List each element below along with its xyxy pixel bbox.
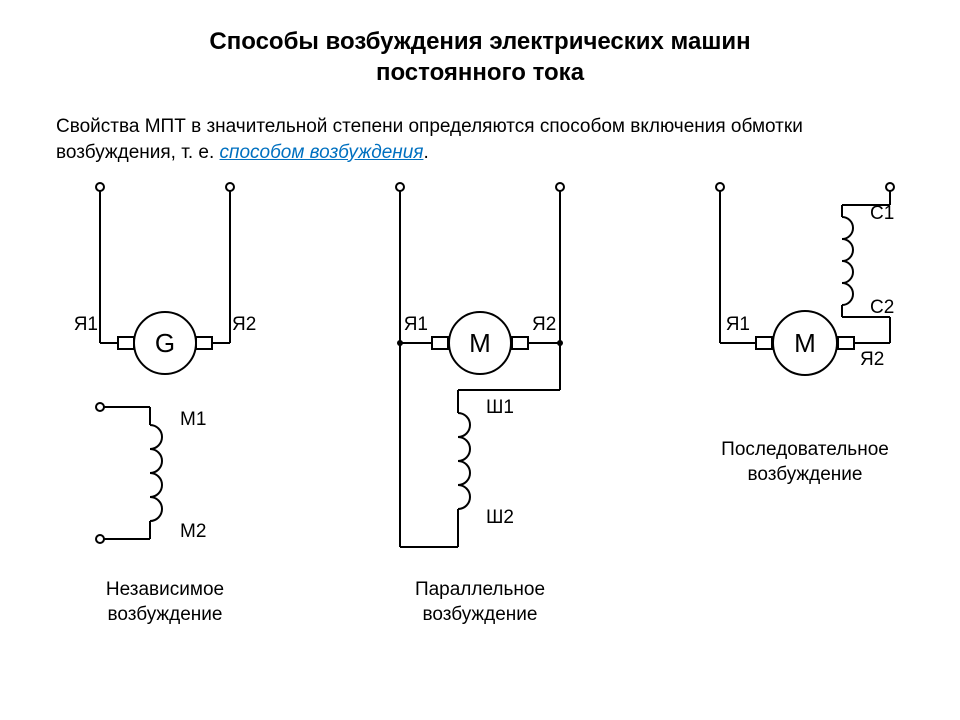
caption-line-2: возбуждение — [423, 604, 538, 625]
caption-line-2: возбуждение — [108, 604, 223, 625]
brush-icon — [196, 337, 212, 349]
description-pre: Свойства МПТ в значительной степени опре… — [56, 116, 803, 163]
page-title: Способы возбуждения электрических машин … — [0, 26, 960, 88]
winding-bottom-label: С2 — [870, 297, 894, 318]
brush-icon — [432, 337, 448, 349]
description-post: . — [423, 142, 428, 163]
armature-right-label: Я2 — [860, 349, 884, 370]
caption-line-1: Независимое — [106, 579, 224, 600]
winding-top-label: С1 — [870, 203, 894, 224]
title-line-2: постоянного тока — [376, 59, 584, 86]
coil-icon — [458, 413, 470, 509]
caption-line-1: Последовательное — [721, 439, 889, 460]
diagram-independent: G Я1 Я2 М1 М2 Независимое возбуждение — [74, 183, 257, 625]
brush-icon — [838, 337, 854, 349]
diagram-parallel: M Я1 Я2 Ш1 Ш2 Параллельное возбуждение — [396, 183, 564, 625]
armature-right-label: Я2 — [532, 314, 556, 335]
caption-line-1: Параллельное — [415, 579, 545, 600]
description-text: Свойства МПТ в значительной степени опре… — [56, 114, 906, 165]
machine-letter: M — [469, 328, 491, 358]
terminal-icon — [556, 183, 564, 191]
terminal-icon — [886, 183, 894, 191]
circuit-diagrams: G Я1 Я2 М1 М2 Независимое возбуждение — [0, 175, 960, 695]
terminal-icon — [96, 403, 104, 411]
armature-left-label: Я1 — [74, 314, 98, 335]
brush-icon — [756, 337, 772, 349]
description-link[interactable]: способом возбуждения — [220, 142, 424, 163]
diagram-series: С1 С2 M Я1 Я2 Последовательное возбужден… — [716, 183, 894, 485]
armature-left-label: Я1 — [404, 314, 428, 335]
machine-letter: G — [155, 328, 175, 358]
winding-top-label: М1 — [180, 409, 206, 430]
terminal-icon — [96, 183, 104, 191]
winding-top-label: Ш1 — [486, 397, 514, 418]
title-line-1: Способы возбуждения электрических машин — [209, 28, 750, 55]
terminal-icon — [96, 535, 104, 543]
armature-left-label: Я1 — [726, 314, 750, 335]
brush-icon — [512, 337, 528, 349]
winding-bottom-label: Ш2 — [486, 507, 514, 528]
caption-line-2: возбуждение — [748, 464, 863, 485]
coil-icon — [150, 425, 162, 521]
terminal-icon — [396, 183, 404, 191]
winding-bottom-label: М2 — [180, 521, 206, 542]
brush-icon — [118, 337, 134, 349]
machine-letter: M — [794, 328, 816, 358]
terminal-icon — [716, 183, 724, 191]
armature-right-label: Я2 — [232, 314, 256, 335]
coil-icon — [842, 217, 853, 305]
terminal-icon — [226, 183, 234, 191]
page-root: Способы возбуждения электрических машин … — [0, 0, 960, 720]
